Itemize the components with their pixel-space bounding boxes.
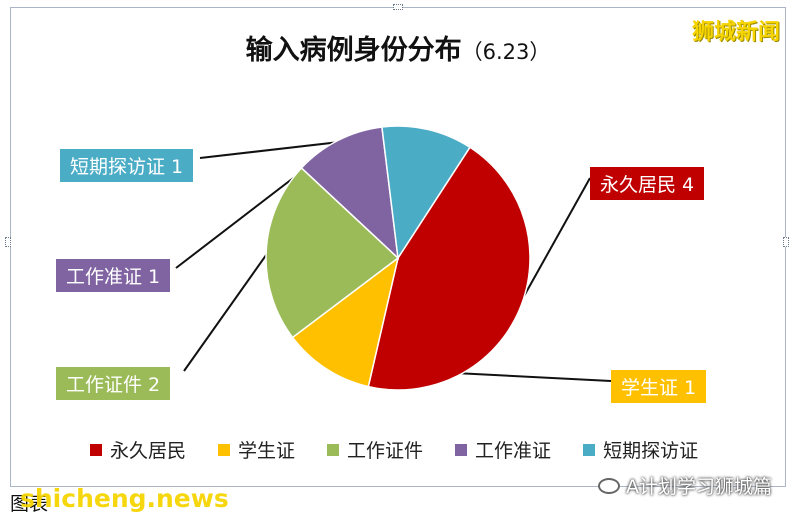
legend-swatch — [455, 443, 468, 456]
legend-swatch — [583, 443, 596, 456]
legend-item: 永久居民 — [90, 436, 186, 463]
chart-title-main: 输入病例身份分布 — [245, 35, 462, 66]
pie-slice-work-pass — [265, 166, 400, 339]
pie-slice-short-term-visit — [381, 125, 471, 261]
legend-item: 工作证件 — [327, 436, 423, 463]
data-label-short-term-visit: 短期探访证 1 — [60, 149, 194, 182]
wechat-account: A计划学习狮城篇 — [598, 472, 772, 499]
legend-label: 工作准证 — [475, 440, 552, 462]
pie-slice-work-permit — [300, 126, 399, 260]
watermark-bottom: shicheng.news — [20, 484, 229, 513]
data-label-student-pass: 学生证 1 — [611, 370, 707, 403]
resize-handle-right[interactable] — [783, 237, 789, 247]
legend: 永久居民 学生证 工作证件 工作准证 短期探访证 — [90, 436, 698, 463]
legend-swatch — [327, 443, 340, 456]
data-label-work-pass: 工作证件 2 — [56, 367, 171, 400]
wechat-icon — [598, 477, 620, 494]
leader-line — [183, 250, 270, 372]
legend-swatch — [218, 443, 231, 456]
legend-label: 永久居民 — [110, 440, 187, 462]
data-label-work-permit: 工作准证 1 — [56, 259, 171, 292]
chart-title: 输入病例身份分布（6.23） — [0, 28, 796, 67]
pie-slice-student-pass — [291, 256, 400, 388]
leader-line — [516, 177, 591, 310]
legend-label: 学生证 — [238, 440, 296, 462]
legend-item: 学生证 — [218, 436, 295, 463]
resize-handle-top[interactable] — [393, 4, 403, 10]
legend-item: 工作准证 — [455, 436, 551, 463]
resize-handle-left[interactable] — [5, 237, 11, 247]
watermark-top: 狮城新闻 — [691, 20, 780, 45]
chart-title-sub: （6.23） — [461, 40, 551, 64]
pie-slice-permanent-resident — [367, 146, 531, 391]
legend-label: 工作证件 — [347, 440, 424, 462]
legend-swatch — [90, 443, 102, 456]
wechat-account-name: A计划学习狮城篇 — [626, 476, 772, 498]
data-label-permanent-resident: 永久居民 4 — [590, 167, 705, 200]
legend-item: 短期探访证 — [583, 436, 698, 463]
legend-label: 短期探访证 — [603, 440, 699, 462]
figure-caption: 图表 — [10, 493, 49, 515]
